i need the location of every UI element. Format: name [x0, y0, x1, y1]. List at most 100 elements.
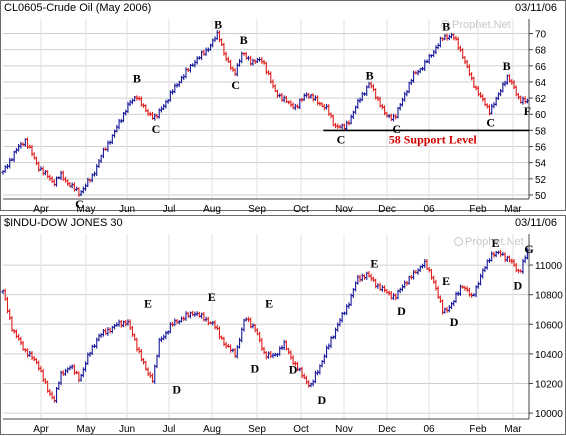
price-bar: [499, 249, 503, 257]
price-bar: [403, 91, 407, 102]
price-bar: [52, 179, 56, 187]
price-bar: [184, 311, 188, 321]
price-bar: [411, 269, 416, 280]
x-tick-label: May: [77, 424, 96, 435]
annotation-b: B: [214, 18, 222, 32]
annotation-d: D: [397, 304, 406, 318]
y-tick-label: 50: [535, 191, 547, 202]
price-bar: [48, 174, 52, 181]
price-bar: [454, 36, 458, 41]
price-bar: [52, 395, 56, 403]
x-tick-label: Aug: [203, 204, 221, 215]
x-tick-label: May: [77, 204, 96, 215]
price-bar: [458, 45, 463, 53]
price-bar: [17, 144, 21, 152]
price-bar: [146, 367, 150, 377]
price-bar: [400, 97, 405, 107]
price-bar: [382, 285, 387, 293]
price-bar: [260, 57, 264, 64]
price-bar: [269, 350, 273, 359]
annotation-d: D: [514, 279, 523, 293]
price-bar: [229, 344, 233, 353]
price-bar: [12, 150, 16, 163]
price-bar: [523, 96, 527, 104]
price-bar: [322, 104, 326, 111]
price-bar: [97, 158, 101, 168]
price-bar: [117, 319, 121, 327]
price-bar: [173, 83, 177, 94]
price-bar: [66, 179, 70, 186]
annotation-c: C: [152, 122, 161, 136]
price-bar: [316, 95, 320, 106]
price-bar: [106, 327, 110, 336]
price-bar: [97, 333, 101, 342]
price-bar: [48, 389, 52, 397]
price-bar: [162, 104, 166, 110]
price-bar: [226, 343, 230, 348]
price-bar: [34, 156, 39, 166]
price-bar: [525, 248, 530, 260]
price-bar: [66, 367, 70, 374]
price-bar: [403, 280, 407, 289]
price-bar: [61, 370, 65, 376]
watermark-logo-icon: [441, 20, 450, 29]
x-tick-label: Jul: [163, 204, 176, 215]
price-bar: [195, 56, 199, 65]
price-bar: [182, 74, 186, 80]
price-bar: [155, 354, 159, 369]
price-bar: [141, 357, 146, 365]
x-tick-label: Oct: [293, 424, 309, 435]
x-tick-label: Apr: [33, 424, 49, 435]
price-bar: [391, 293, 396, 301]
price-bar: [445, 307, 449, 313]
annotation-d: D: [251, 362, 260, 376]
price-bar: [224, 51, 228, 62]
x-tick-label: Dec: [378, 204, 396, 215]
price-bar: [63, 368, 68, 376]
price-bar: [191, 310, 195, 317]
watermark-logo-icon: [454, 237, 463, 246]
annotation-b: B: [503, 59, 511, 73]
price-bar: [360, 273, 364, 282]
dow-jones-date: 03/11/06: [514, 217, 557, 229]
price-bar: [376, 283, 380, 289]
price-bar: [503, 252, 507, 263]
price-bar: [391, 113, 396, 122]
price-bar: [490, 251, 494, 262]
price-bar: [83, 183, 88, 191]
price-bar: [340, 123, 344, 130]
annotation-b: B: [240, 33, 248, 47]
price-bar: [414, 269, 418, 274]
price-bar: [275, 89, 280, 98]
price-bar: [449, 301, 454, 310]
price-bar: [481, 268, 485, 279]
price-bar: [271, 79, 275, 89]
y-tick-label: 62: [535, 94, 547, 105]
price-bar: [458, 284, 463, 296]
price-bar: [215, 325, 219, 331]
annotation-g: G: [524, 242, 533, 256]
dow-jones-watermark-text: Prophet.Net: [465, 236, 524, 248]
price-bar: [501, 81, 505, 93]
price-bar: [282, 95, 286, 103]
price-bar: [311, 379, 315, 387]
price-bar: [81, 367, 85, 378]
price-bar: [429, 54, 434, 58]
price-bar: [405, 89, 409, 97]
price-bar: [220, 335, 224, 340]
price-bar: [380, 285, 384, 292]
price-bar: [407, 81, 411, 94]
y-tick-label: 10600: [535, 320, 563, 331]
price-bar: [213, 320, 217, 330]
x-tick-label: Feb: [469, 424, 487, 435]
price-bar: [153, 364, 157, 384]
price-bar: [514, 263, 518, 273]
annotation-d: D: [317, 393, 326, 407]
dow-jones-title: $INDU-DOW JONES 30: [4, 217, 123, 229]
price-bar: [108, 327, 112, 334]
price-bar: [360, 91, 364, 102]
crude-oil-watermark: Prophet.Net: [441, 19, 511, 31]
crude-oil-date: 03/11/06: [514, 2, 557, 14]
y-tick-label: 10200: [535, 379, 563, 390]
price-bar: [14, 147, 18, 154]
